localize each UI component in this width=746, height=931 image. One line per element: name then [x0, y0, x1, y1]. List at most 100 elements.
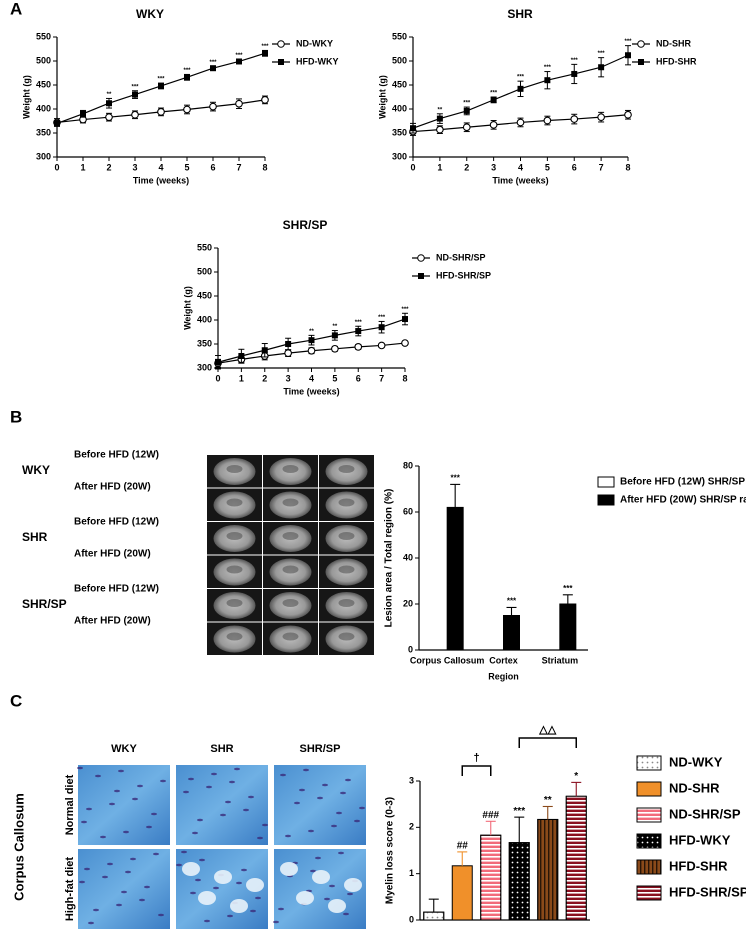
marker	[597, 113, 605, 122]
significance-label: **	[438, 107, 443, 113]
mri-row-label: Before HFD (12W)	[74, 584, 159, 595]
histology-cell	[354, 819, 360, 823]
histology-cell	[280, 773, 286, 777]
histology-cell	[262, 823, 268, 827]
histology-cell	[144, 885, 150, 889]
histology-cell	[338, 851, 344, 855]
significance-label: ***	[355, 320, 363, 326]
y-tick-label: 400	[36, 103, 51, 113]
significance-bracket	[461, 765, 492, 776]
bracket-label: †	[473, 752, 479, 764]
y-tick-label: 300	[392, 151, 407, 161]
marker	[261, 347, 268, 354]
y-tick-label: 500	[36, 55, 51, 65]
marker	[238, 353, 245, 359]
histology-cell	[158, 913, 164, 917]
histology-cell	[192, 831, 198, 835]
y-axis-label: Weight (g)	[182, 286, 192, 330]
histology-cell	[81, 820, 87, 824]
bar-pattern	[480, 834, 502, 921]
significance-label: ***	[183, 68, 191, 74]
legend-label: HFD-SHR	[656, 56, 697, 66]
marker	[331, 344, 339, 353]
mri-ventricle	[338, 532, 355, 540]
bar	[446, 506, 464, 651]
marker	[261, 96, 269, 104]
histology-cell	[199, 858, 205, 862]
legend-marker	[278, 59, 284, 65]
legend-swatch-pattern	[636, 885, 662, 901]
marker	[355, 328, 362, 335]
x-tick-label: 3	[286, 373, 291, 383]
histology-cell	[225, 800, 231, 804]
significance-label: ##	[457, 841, 469, 852]
marker	[517, 85, 524, 92]
histology-image	[78, 849, 170, 929]
marker	[378, 324, 385, 331]
histology-column-label: SHR	[210, 743, 233, 755]
x-tick-label: 7	[599, 162, 604, 172]
histology-cell	[317, 796, 323, 800]
histology-cell	[137, 784, 143, 788]
marker	[516, 118, 525, 127]
mri-ventricle	[226, 498, 243, 507]
legend-label: HFD-SHR/SP	[669, 884, 746, 899]
y-axis-label: Myelin loss score (0-3)	[385, 797, 396, 904]
legend-label: ND-WKY	[296, 38, 333, 48]
marker	[331, 332, 338, 339]
mri-ventricle	[226, 565, 243, 574]
histology-image	[176, 765, 268, 845]
bar	[451, 865, 473, 921]
mri-ventricle	[282, 465, 299, 473]
marker	[236, 58, 242, 65]
x-tick-label: 5	[184, 162, 189, 172]
x-tick-label: Corpus Callosum	[410, 655, 485, 665]
significance-label: ***	[261, 44, 269, 50]
histology-lesion	[198, 891, 216, 905]
x-axis-label: Time (weeks)	[283, 386, 339, 396]
marker	[377, 341, 386, 350]
histology-cell	[132, 797, 138, 801]
panel-letter: A	[10, 0, 22, 18]
x-tick-label: 4	[518, 162, 523, 172]
histology-cell	[139, 898, 145, 902]
histology-cell	[322, 783, 328, 787]
significance-label: ***	[571, 58, 579, 64]
y-tick-label: 550	[197, 242, 212, 252]
x-tick-label: 6	[210, 162, 215, 172]
legend-label: HFD-SHR	[669, 858, 728, 873]
histology-column-label: WKY	[111, 743, 137, 755]
histology-cell	[299, 788, 305, 792]
y-tick-label: 350	[392, 127, 407, 137]
y-tick-label: 80	[403, 460, 413, 470]
histology-image	[274, 765, 366, 845]
marker	[209, 102, 217, 111]
histology-cell	[308, 829, 314, 833]
x-tick-label: 2	[262, 373, 267, 383]
legend-label: Before HFD (12W) SHR/SP rats	[620, 477, 746, 488]
marker	[235, 99, 243, 108]
histology-cell	[227, 914, 233, 918]
significance-bracket	[518, 737, 577, 748]
histology-image	[78, 765, 170, 845]
histology-cell	[248, 795, 254, 799]
mri-ventricle	[338, 465, 355, 473]
x-tick-label: 4	[309, 373, 314, 383]
x-tick-label: 4	[158, 162, 163, 172]
histology-cell	[160, 779, 166, 783]
mri-ventricle	[338, 599, 355, 607]
legend-marker	[637, 40, 645, 48]
x-tick-label: 3	[491, 162, 496, 172]
mri-ventricle	[226, 632, 243, 641]
histology-cell	[343, 912, 349, 916]
bar-pattern	[565, 795, 587, 921]
histology-lesion	[296, 891, 314, 905]
histology-cell	[336, 811, 342, 815]
histology-cell	[250, 909, 256, 913]
histology-cell	[123, 830, 129, 834]
histology-cell	[211, 772, 217, 776]
x-tick-label: 1	[437, 162, 442, 172]
mri-ventricle	[338, 632, 355, 641]
marker	[210, 65, 216, 72]
legend-marker	[277, 40, 285, 48]
